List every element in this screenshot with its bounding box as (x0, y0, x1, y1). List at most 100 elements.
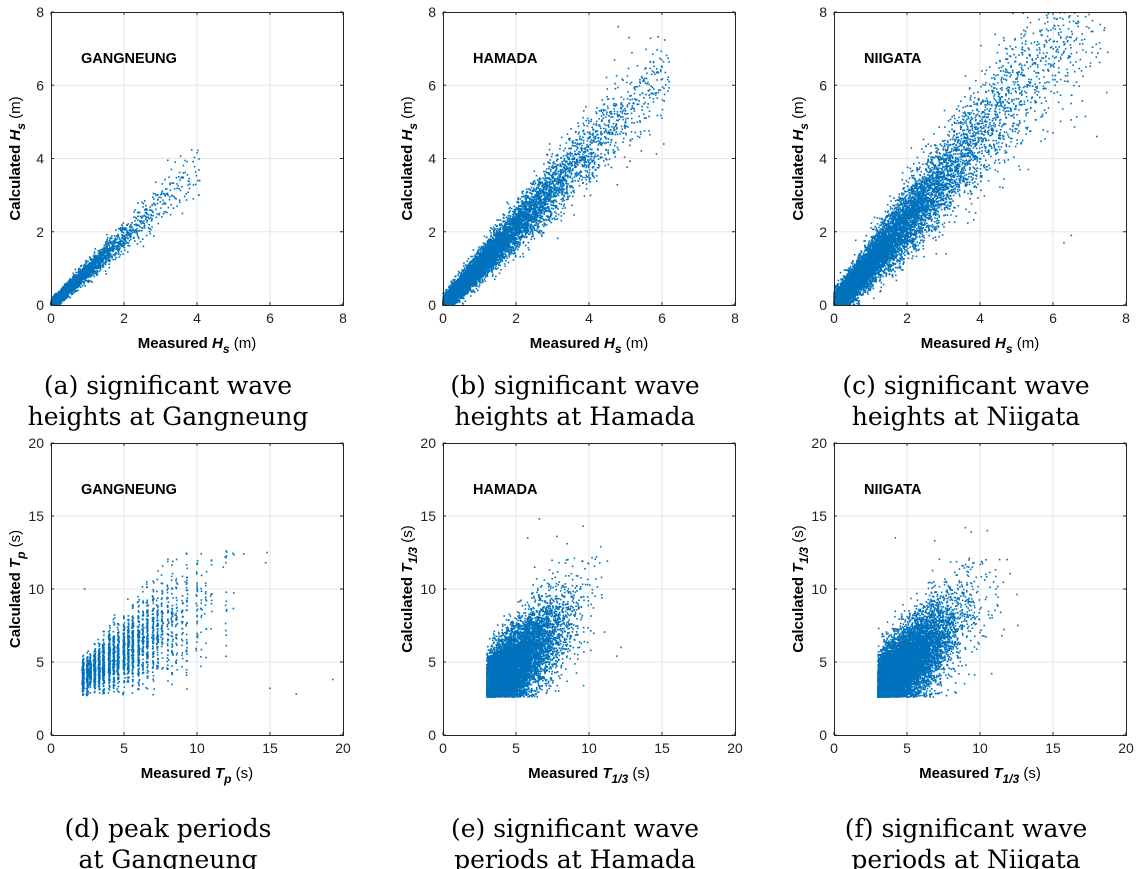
scatter-point (66, 288, 69, 291)
scatter-point (71, 282, 73, 285)
scatter-point (84, 278, 87, 281)
scatter-point (597, 144, 600, 146)
scatter-point (87, 274, 89, 277)
scatter-point (175, 176, 178, 179)
scatter-point (83, 267, 86, 270)
scatter-point (58, 293, 61, 295)
scatter-point (95, 256, 97, 259)
scatter-point (90, 275, 93, 277)
scatter-point (121, 224, 124, 227)
scatter-point (552, 179, 555, 182)
scatter-point (600, 132, 602, 135)
scatter-point (79, 276, 81, 279)
scatter-point (86, 268, 89, 271)
scatter-point (571, 177, 573, 180)
scatter-point (72, 276, 74, 278)
scatter-point (158, 196, 160, 199)
scatter-point (93, 260, 96, 262)
scatter-point (104, 254, 106, 257)
scatter-point (103, 256, 106, 259)
scatter-point (126, 235, 128, 237)
scatter-point (90, 280, 92, 282)
scatter-point (99, 268, 102, 271)
scatter-point (103, 249, 105, 251)
scatter-point (121, 228, 124, 231)
scatter-point (117, 253, 120, 255)
scatter-point (132, 228, 135, 231)
scatter-point (131, 221, 133, 224)
scatter-point (62, 291, 65, 294)
scatter-point (85, 273, 88, 276)
scatter-point (84, 264, 87, 267)
scatter-point (52, 300, 55, 302)
scatter-point (122, 232, 125, 234)
scatter-point (135, 229, 137, 231)
scatter-point (148, 223, 150, 226)
scatter-point (164, 178, 166, 181)
scatter-point (97, 255, 100, 257)
scatter-point (646, 83, 648, 85)
scatter-point (78, 267, 81, 270)
scatter-point (85, 275, 88, 277)
scatter-point (144, 218, 147, 221)
scatter-point (610, 141, 612, 144)
scatter-point (61, 297, 63, 300)
scatter-point (87, 269, 90, 272)
scatter-point (573, 176, 576, 179)
scatter-point (561, 200, 564, 202)
scatter-point (569, 137, 571, 140)
scatter-point (623, 156, 626, 158)
scatter-point (112, 243, 114, 245)
scatter-point (95, 265, 98, 267)
scatter-point (145, 209, 148, 212)
scatter-point (85, 270, 88, 273)
scatter-point (75, 279, 77, 282)
scatter-point (111, 255, 113, 258)
scatter-point (582, 122, 585, 125)
scatter-point (503, 263, 506, 265)
scatter-point (115, 229, 117, 231)
scatter-point (122, 234, 124, 237)
scatter-point (69, 285, 72, 288)
scatter-point (594, 155, 597, 158)
scatter-point (73, 289, 76, 291)
scatter-point (186, 160, 188, 163)
scatter-point (87, 279, 90, 282)
scatter-point (52, 297, 54, 299)
scatter-point (110, 235, 113, 237)
scatter-point (55, 303, 57, 305)
scatter-point (102, 259, 105, 261)
scatter-point (72, 278, 75, 281)
scatter-point (95, 274, 98, 277)
scatter-point (107, 250, 110, 252)
scatter-point (88, 264, 91, 267)
scatter-point (69, 291, 72, 294)
scatter-point (146, 212, 148, 215)
scatter-point (143, 215, 146, 217)
scatter-point (163, 192, 165, 195)
scatter-point (101, 257, 104, 259)
scatter-point (100, 253, 103, 256)
scatter-point (53, 294, 55, 297)
scatter-point (627, 126, 629, 128)
scatter-point (146, 208, 148, 211)
scatter-point (595, 123, 597, 125)
scatter-point (112, 250, 115, 252)
scatter-point (656, 114, 659, 117)
x-tick-label: 8 (339, 310, 347, 326)
scatter-point (101, 254, 104, 256)
scatter-point (544, 178, 546, 180)
scatter-point (79, 279, 82, 281)
scatter-point (580, 147, 582, 149)
scatter-point (170, 194, 173, 197)
scatter-point (542, 177, 544, 179)
scatter-point (106, 233, 108, 236)
scatter-point (130, 234, 132, 237)
scatter-point (60, 296, 62, 299)
scatter-point (484, 276, 487, 278)
scatter-point (98, 270, 101, 272)
scatter-point (607, 163, 610, 166)
scatter-point (600, 130, 602, 133)
